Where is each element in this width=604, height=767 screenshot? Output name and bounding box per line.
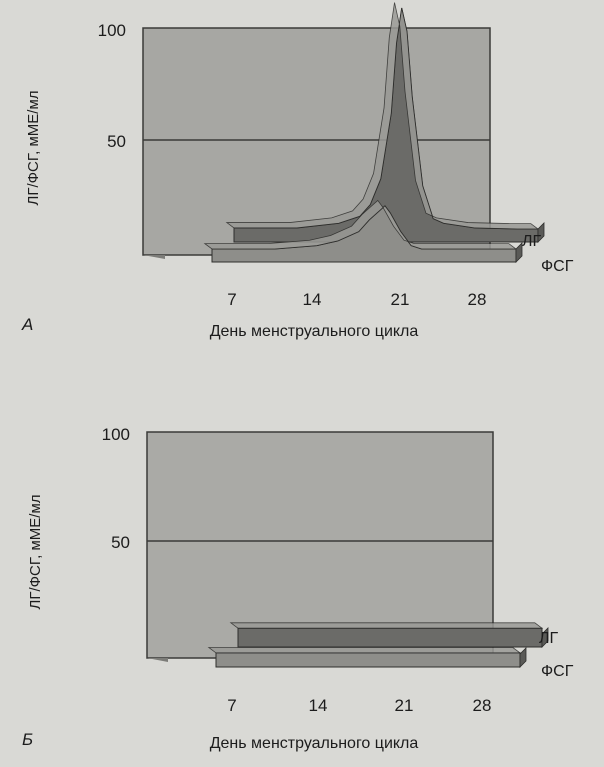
x-tick-label: 7	[227, 696, 236, 715]
chart-panel-b: 100 50 ЛГ ФСГ 7 14 21 28 День менструального цик…	[22, 425, 574, 752]
panel-letter: Б	[22, 730, 33, 749]
series-endcap-fsh	[519, 647, 527, 668]
x-tick-label: 28	[468, 290, 487, 309]
x-tick-label: 21	[395, 696, 414, 715]
series-topface-fsh	[207, 647, 522, 654]
series-label-lh: ЛГ	[522, 233, 542, 250]
x-tick-label: 14	[303, 290, 322, 309]
floor-edge	[143, 255, 165, 259]
y-tick-label: 100	[102, 425, 130, 444]
series-endcap-lh	[537, 222, 545, 243]
y-tick-label: 100	[98, 21, 126, 40]
y-axis-title: ЛГ/ФСГ, мМЕ/мл	[27, 494, 44, 609]
series-topface-lh	[225, 2, 540, 230]
y-axis-title: ЛГ/ФСГ, мМЕ/мл	[25, 90, 42, 205]
y-tick-label: 50	[107, 132, 126, 151]
x-tick-label: 14	[309, 696, 328, 715]
series-topface-fsh	[203, 199, 518, 250]
series-endcap-fsh	[515, 242, 523, 263]
y-tick-label: 50	[111, 533, 130, 552]
x-tick-label: 28	[473, 696, 492, 715]
floor-edge	[147, 658, 168, 662]
x-tick-label: 7	[227, 290, 236, 309]
series-label-fsh: ФСГ	[541, 663, 574, 680]
plot-backwall	[146, 431, 494, 659]
chart-panel-a: 100 50 ЛГ ФСГ 7 14 21 28 День менструального цик…	[21, 2, 574, 340]
series-ribbon-lh	[237, 627, 543, 648]
x-axis-title: День менструального цикла	[210, 735, 419, 752]
panel-letter: А	[21, 315, 33, 334]
series-label-lh: ЛГ	[539, 630, 559, 647]
series-ribbon-fsh	[215, 652, 521, 668]
series-endcap-lh	[541, 627, 549, 648]
x-axis-title: День менструального цикла	[210, 323, 419, 340]
series-topface-lh	[229, 622, 544, 629]
x-tick-label: 21	[391, 290, 410, 309]
series-label-fsh: ФСГ	[541, 258, 574, 275]
